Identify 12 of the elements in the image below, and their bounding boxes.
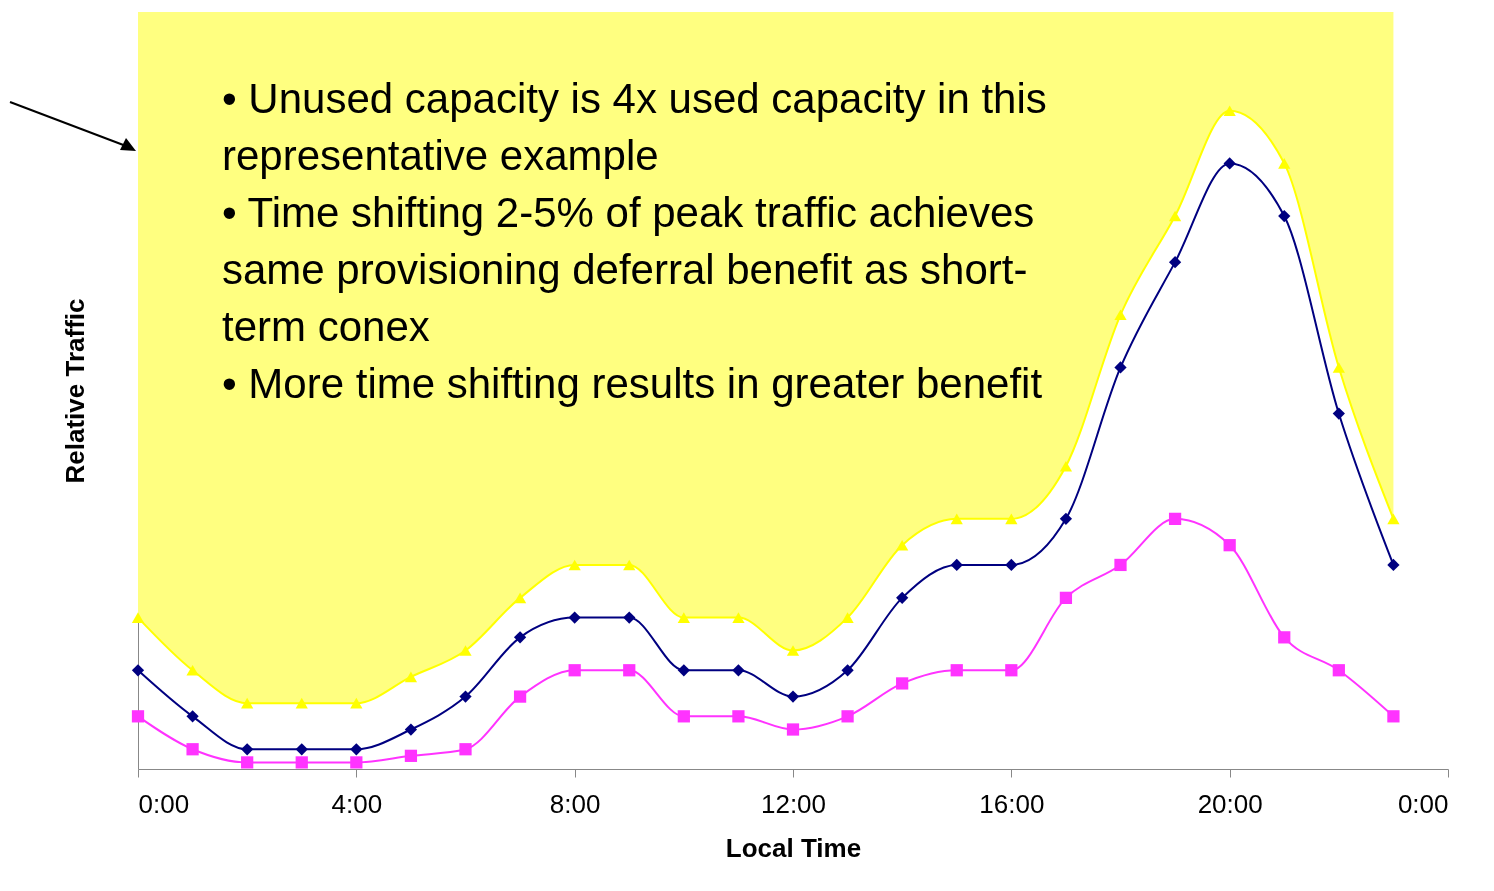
x-tick-label: 12:00 xyxy=(760,788,827,819)
x-tick-label: 16:00 xyxy=(979,788,1045,819)
x-axis-title: Local Time xyxy=(725,832,862,863)
annotation: • More time shifting results in greater benefit xyxy=(222,359,1044,409)
x-tick-label: 20:00 xyxy=(1197,788,1263,819)
x-tick-label: 0:00 xyxy=(1397,788,1449,819)
annotation: • Unused capacity is 4x used capacity in this representative example xyxy=(222,74,1048,181)
x-tick-label: 8:00 xyxy=(549,788,601,819)
annotation: • Time shifting 2-5% of peak traffic achieves same provisioning deferral benefit as short-term conex xyxy=(222,188,1036,352)
x-tick-label: 4:00 xyxy=(331,788,383,819)
y-axis-title: Relative Traffic xyxy=(59,298,90,484)
x-tick-label: 0:00 xyxy=(138,788,190,819)
